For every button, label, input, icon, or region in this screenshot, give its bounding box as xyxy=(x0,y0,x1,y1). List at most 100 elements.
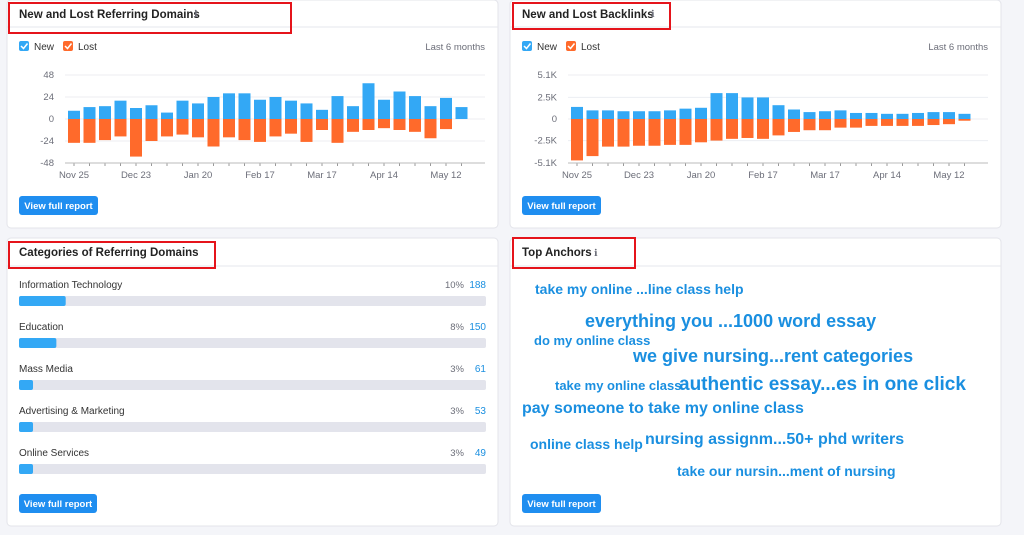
category-name: Education xyxy=(19,322,63,333)
anchor-text: take my online class xyxy=(555,378,681,393)
bar xyxy=(896,119,909,126)
category-count[interactable]: 49 xyxy=(475,448,487,459)
bar xyxy=(331,96,344,119)
bar xyxy=(788,119,800,132)
bar xyxy=(161,112,173,119)
bar xyxy=(176,100,189,119)
x-tick-label: Feb 17 xyxy=(245,170,275,181)
x-tick-label: Mar 17 xyxy=(810,170,840,181)
bar xyxy=(192,103,204,119)
anchor-text: online class help xyxy=(530,436,643,452)
legend-label: Lost xyxy=(581,42,600,53)
bar xyxy=(602,119,614,147)
bar xyxy=(741,97,754,119)
bar xyxy=(285,119,297,134)
bar xyxy=(68,119,80,143)
bar xyxy=(586,110,599,119)
bar xyxy=(19,464,34,474)
y-tick-label: 2.5K xyxy=(537,92,557,103)
panel-title: Categories of Referring Domains xyxy=(19,247,199,259)
button[interactable] xyxy=(19,494,97,513)
bar xyxy=(393,119,406,130)
bar xyxy=(409,119,421,132)
bar xyxy=(223,119,235,138)
bar xyxy=(331,119,344,143)
bar xyxy=(819,111,831,119)
button[interactable] xyxy=(19,196,98,215)
bar xyxy=(362,83,375,119)
bar xyxy=(393,91,406,119)
check xyxy=(64,43,73,50)
y-tick-label: 0 xyxy=(49,114,54,125)
legend-check[interactable] xyxy=(522,41,532,51)
bar xyxy=(269,97,282,119)
bar xyxy=(19,296,66,306)
bar xyxy=(409,96,421,119)
bar xyxy=(83,119,96,143)
x-tick-label: Nov 25 xyxy=(59,170,89,181)
bar xyxy=(834,110,847,119)
anchor-text: pay someone to take my online class xyxy=(522,400,804,417)
bar xyxy=(300,103,313,119)
info-icon: ℹ xyxy=(194,9,198,20)
panel xyxy=(6,0,499,229)
anchor-text: take my online ...line class help xyxy=(535,281,744,297)
bar xyxy=(99,106,111,119)
category-share: 10% xyxy=(445,280,465,291)
category-name: Online Services xyxy=(19,448,89,459)
legend-check[interactable] xyxy=(566,41,576,51)
bar xyxy=(176,119,189,135)
bar xyxy=(316,119,328,130)
category-count[interactable]: 53 xyxy=(475,406,487,417)
x-tick-label: Nov 25 xyxy=(562,170,592,181)
bar xyxy=(633,111,645,119)
button-label[interactable]: View full report xyxy=(24,499,93,510)
y-tick-label: -2.5K xyxy=(534,136,557,147)
bar xyxy=(440,119,452,130)
category-count[interactable]: 188 xyxy=(469,280,486,291)
panel xyxy=(509,237,1002,527)
bar-track xyxy=(19,296,486,306)
bar xyxy=(958,113,971,119)
bar xyxy=(130,119,142,157)
x-tick-label: May 12 xyxy=(933,170,964,181)
button-label[interactable]: View full report xyxy=(527,201,596,212)
x-tick-label: May 12 xyxy=(430,170,461,181)
button[interactable] xyxy=(522,196,601,215)
button-label[interactable]: View full report xyxy=(527,499,596,510)
legend-check[interactable] xyxy=(63,41,73,51)
bar xyxy=(455,107,468,119)
bar xyxy=(207,119,220,147)
category-count[interactable]: 61 xyxy=(475,364,487,375)
button[interactable] xyxy=(522,494,601,513)
bar xyxy=(850,112,862,119)
bar xyxy=(710,119,723,141)
bar xyxy=(865,119,878,126)
category-count[interactable]: 150 xyxy=(469,322,486,333)
bar xyxy=(114,100,127,119)
x-tick-label: Dec 23 xyxy=(624,170,654,181)
bar xyxy=(617,111,630,119)
category-name: Advertising & Marketing xyxy=(19,406,125,417)
y-tick-label: -5.1K xyxy=(534,158,557,169)
bar xyxy=(285,100,297,119)
button-label[interactable]: View full report xyxy=(24,201,93,212)
y-tick-label: 24 xyxy=(43,92,54,103)
info-icon: ℹ xyxy=(594,248,598,259)
anchor-text: authentic essay...es in one click xyxy=(679,374,966,395)
x-tick-label: Jan 20 xyxy=(687,170,716,181)
bar xyxy=(679,119,692,145)
y-tick-label: 5.1K xyxy=(537,70,557,81)
bar xyxy=(586,119,599,157)
bar xyxy=(757,97,769,119)
anchor-text: everything you ...1000 word essay xyxy=(585,311,876,331)
legend-check[interactable] xyxy=(19,41,29,51)
bar xyxy=(378,99,390,119)
bar xyxy=(741,119,754,138)
bar xyxy=(571,119,583,161)
bar xyxy=(130,108,142,119)
bar xyxy=(238,93,251,119)
bar xyxy=(19,380,34,390)
bar xyxy=(710,93,723,119)
anchor-text: we give nursing...rent categories xyxy=(632,346,913,366)
